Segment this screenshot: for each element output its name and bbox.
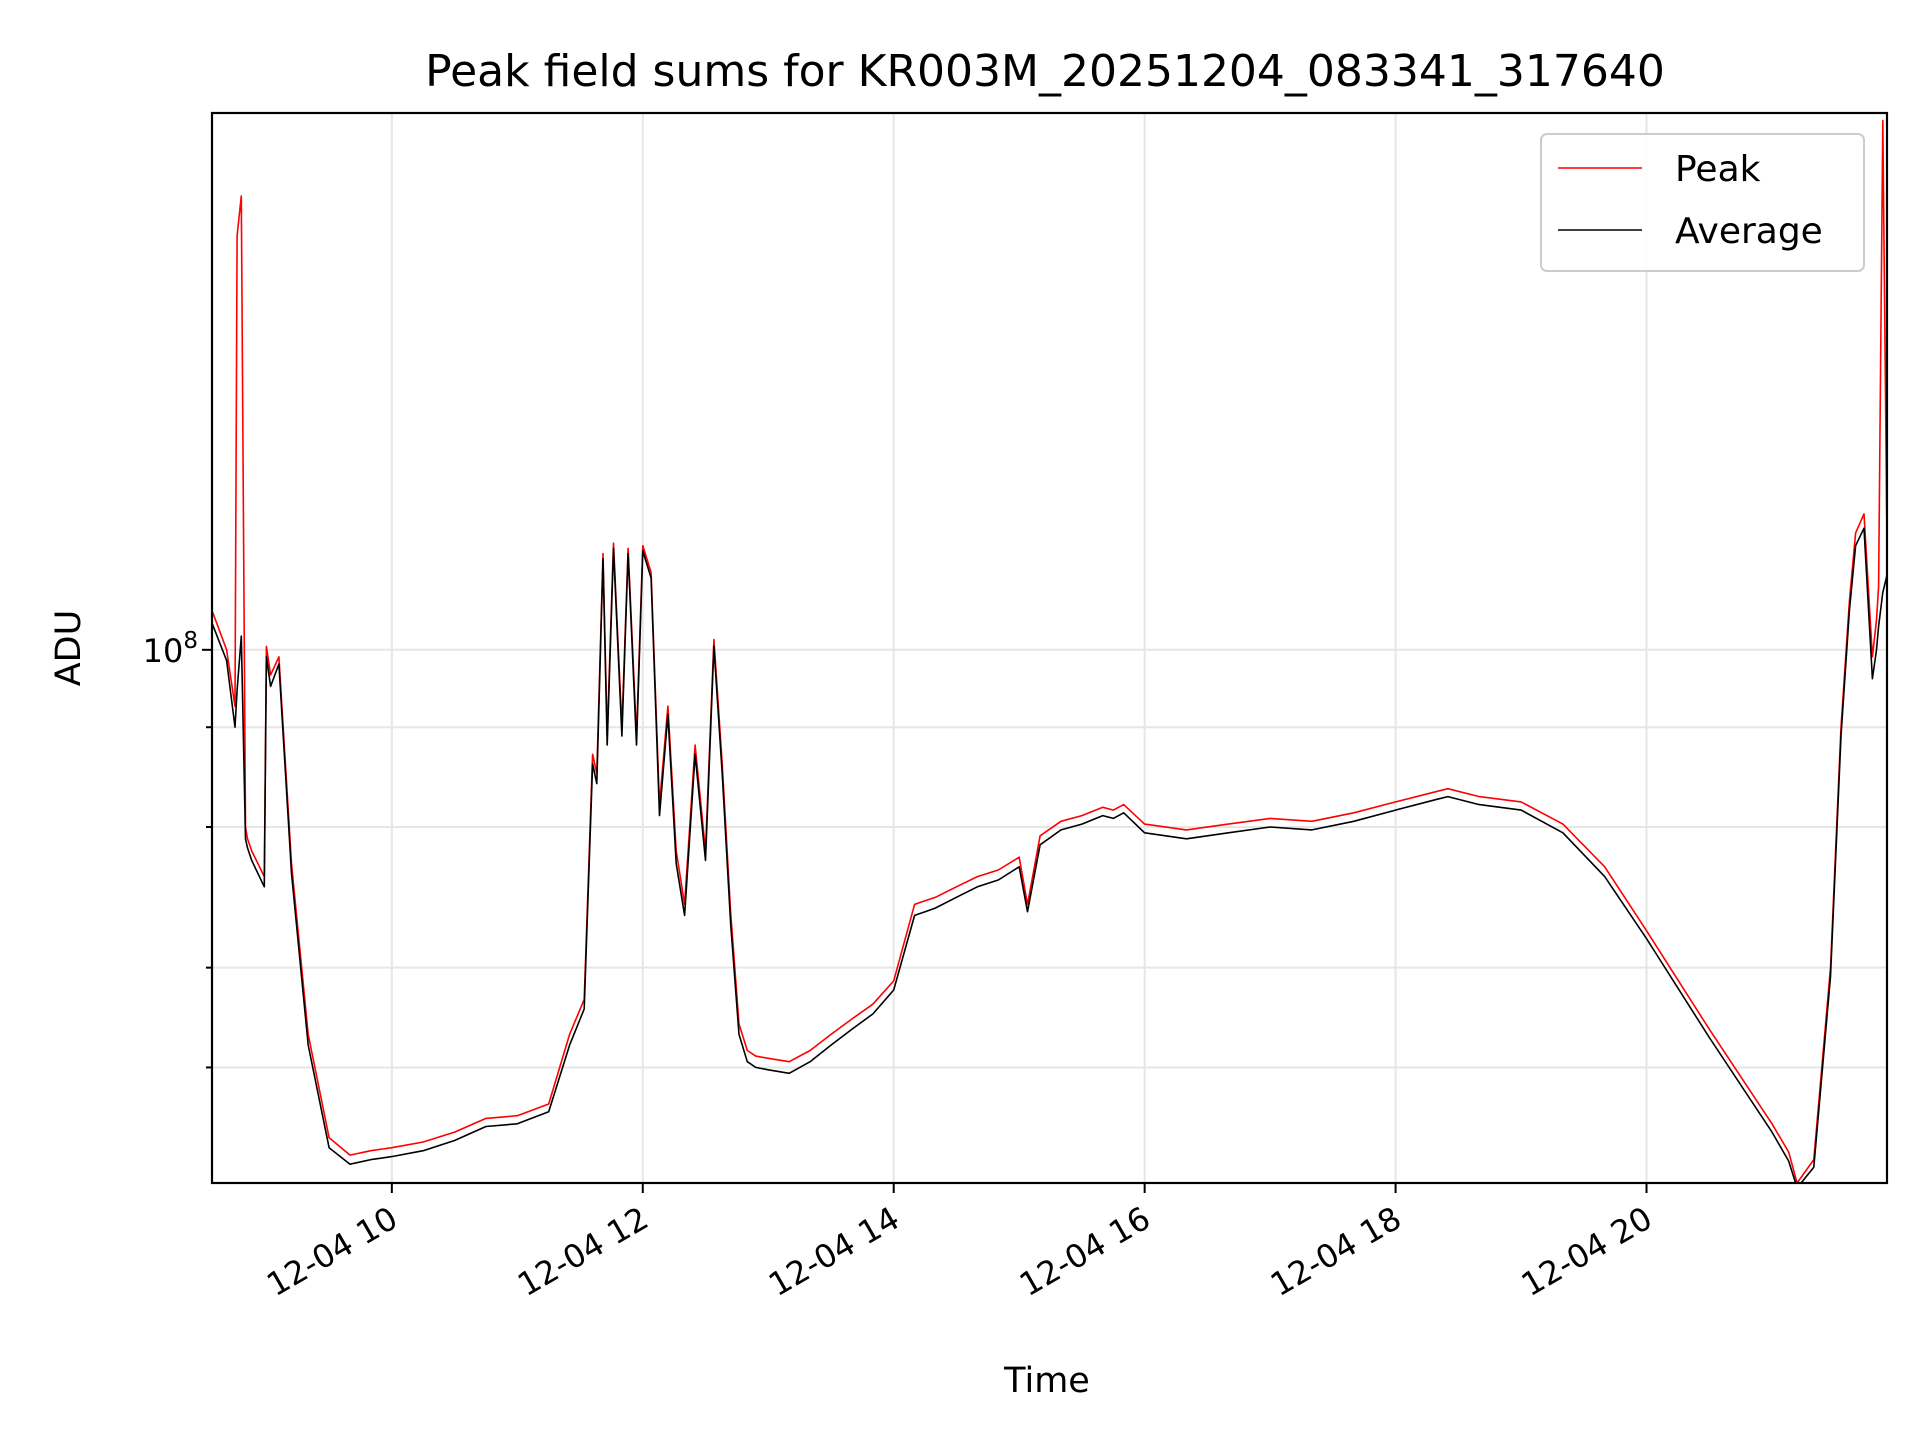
plot-series	[212, 119, 1887, 1183]
x-tick-label-5: 12-04 20	[1515, 1199, 1659, 1304]
x-tick-label-1: 12-04 12	[511, 1199, 655, 1304]
legend: Peak Average	[1540, 133, 1865, 272]
x-tick-label-3: 12-04 16	[1013, 1199, 1157, 1304]
legend-label-average: Average	[1675, 211, 1823, 252]
x-tick-label-2: 12-04 14	[762, 1199, 906, 1304]
x-tick-label-4: 12-04 18	[1264, 1199, 1408, 1304]
y-tick-label-0: 108	[143, 628, 198, 670]
legend-label-peak: Peak	[1675, 149, 1761, 190]
y-axis-label: ADU	[49, 610, 89, 687]
chart-title: Peak field sums for KR003M_20251204_0833…	[425, 46, 1665, 97]
series-line-peak	[212, 119, 1887, 1183]
x-tick-label-0: 12-04 10	[260, 1199, 404, 1304]
gridlines	[212, 113, 1887, 1183]
plot-area-frame	[210, 111, 1889, 1185]
x-axis-label: Time	[1003, 1361, 1090, 1401]
series-line-average	[212, 527, 1887, 1183]
